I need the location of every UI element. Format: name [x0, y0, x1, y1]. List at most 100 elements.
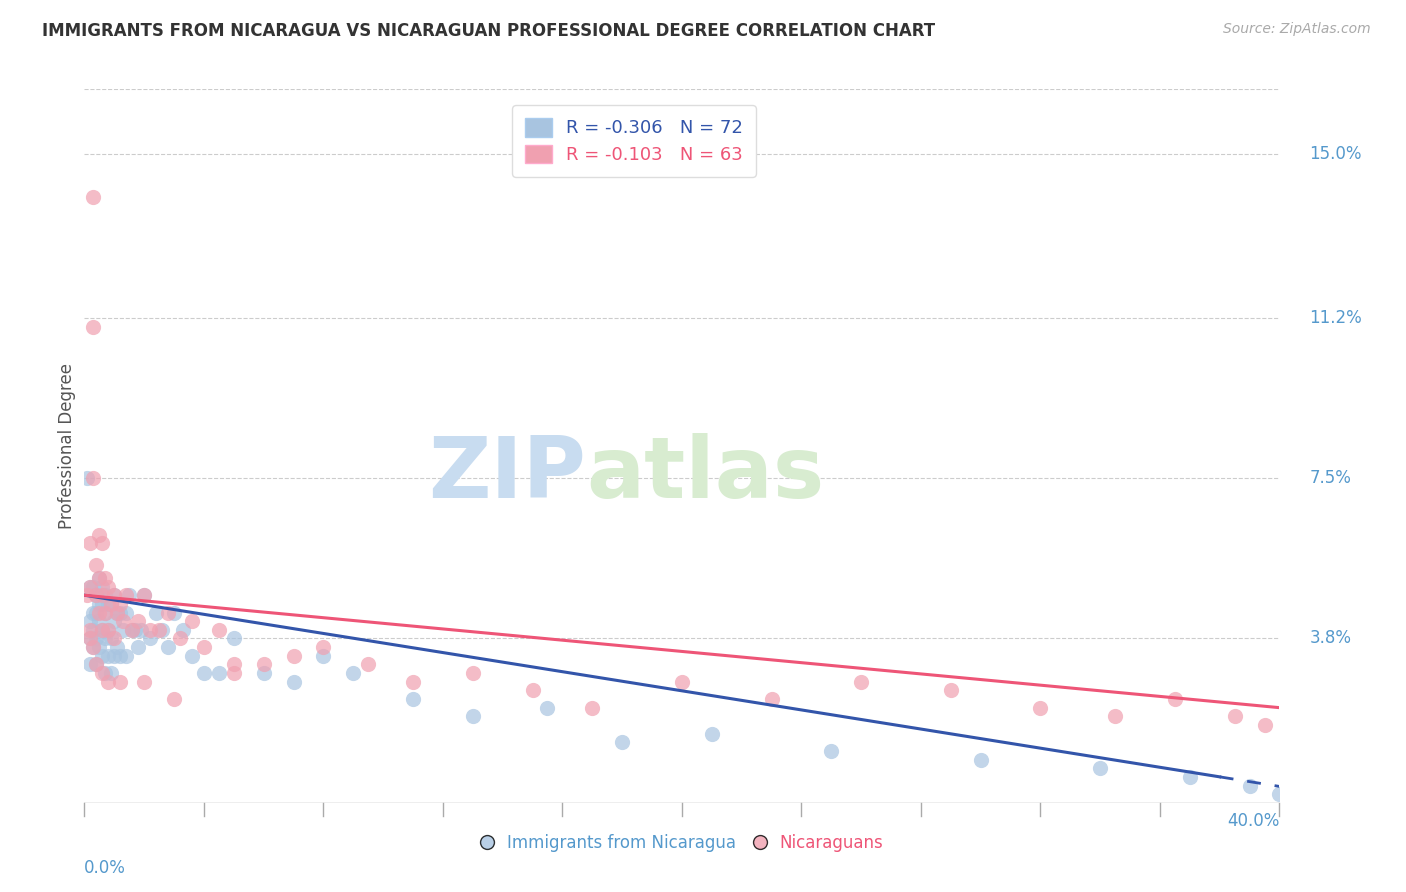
- Point: [89, 606, 111, 620]
- Point: [132, 674, 156, 689]
- Point: [820, 744, 842, 758]
- Y-axis label: Professional Degree: Professional Degree: [58, 363, 76, 529]
- Point: [283, 674, 305, 689]
- Point: [82, 640, 104, 654]
- Point: [97, 623, 120, 637]
- Point: [127, 640, 149, 654]
- Point: [172, 623, 194, 637]
- Point: [79, 580, 101, 594]
- Point: [1029, 700, 1052, 714]
- Point: [82, 320, 104, 334]
- Point: [110, 648, 132, 663]
- Point: [86, 558, 108, 572]
- Point: [939, 683, 962, 698]
- Point: [79, 614, 101, 628]
- Point: [89, 597, 111, 611]
- Point: [97, 674, 120, 689]
- Point: [402, 692, 425, 706]
- Point: [97, 597, 120, 611]
- Point: [89, 571, 111, 585]
- Point: [103, 648, 125, 663]
- Point: [103, 588, 125, 602]
- Point: [181, 614, 204, 628]
- Point: [110, 597, 132, 611]
- Point: [222, 632, 245, 646]
- Point: [79, 536, 101, 550]
- Point: [1223, 709, 1246, 723]
- Point: [94, 571, 117, 585]
- Point: [522, 683, 544, 698]
- Point: [581, 700, 603, 714]
- Point: [86, 657, 108, 672]
- Point: [91, 536, 114, 550]
- Point: [148, 623, 170, 637]
- Point: [157, 606, 180, 620]
- Text: 11.2%: 11.2%: [1309, 310, 1362, 327]
- Point: [94, 632, 117, 646]
- Point: [1253, 718, 1275, 732]
- Point: [169, 632, 191, 646]
- Point: [253, 666, 276, 681]
- Point: [163, 606, 186, 620]
- Point: [82, 640, 104, 654]
- Point: [851, 674, 873, 689]
- Point: [536, 700, 558, 714]
- Point: [612, 735, 634, 749]
- Point: [222, 657, 245, 672]
- Point: [79, 632, 101, 646]
- Point: [100, 666, 122, 681]
- Legend: Immigrants from Nicaragua, Nicaraguans: Immigrants from Nicaragua, Nicaraguans: [474, 828, 890, 859]
- Point: [121, 623, 143, 637]
- Text: 40.0%: 40.0%: [1227, 812, 1279, 830]
- Point: [86, 657, 108, 672]
- Text: 3.8%: 3.8%: [1309, 630, 1351, 648]
- Point: [91, 623, 114, 637]
- Point: [82, 580, 104, 594]
- Point: [112, 614, 135, 628]
- Point: [97, 623, 120, 637]
- Point: [700, 726, 723, 740]
- Point: [94, 606, 117, 620]
- Point: [103, 588, 125, 602]
- Point: [163, 692, 186, 706]
- Point: [79, 657, 101, 672]
- Point: [91, 623, 114, 637]
- Point: [124, 623, 146, 637]
- Point: [86, 588, 108, 602]
- Point: [100, 597, 122, 611]
- Point: [110, 674, 132, 689]
- Point: [357, 657, 380, 672]
- Point: [312, 648, 335, 663]
- Point: [89, 640, 111, 654]
- Point: [1104, 709, 1126, 723]
- Point: [82, 606, 104, 620]
- Point: [91, 666, 114, 681]
- Point: [1090, 761, 1112, 775]
- Point: [671, 674, 693, 689]
- Point: [115, 648, 138, 663]
- Point: [121, 623, 143, 637]
- Point: [1239, 779, 1261, 793]
- Point: [105, 640, 128, 654]
- Point: [129, 623, 152, 637]
- Point: [1164, 692, 1187, 706]
- Point: [112, 623, 135, 637]
- Point: [91, 597, 114, 611]
- Point: [208, 623, 231, 637]
- Point: [105, 606, 128, 620]
- Point: [208, 666, 231, 681]
- Point: [103, 632, 125, 646]
- Point: [91, 588, 114, 602]
- Point: [97, 580, 120, 594]
- Point: [100, 597, 122, 611]
- Point: [94, 666, 117, 681]
- Point: [139, 623, 162, 637]
- Point: [132, 588, 156, 602]
- Point: [82, 623, 104, 637]
- Text: 0.0%: 0.0%: [84, 859, 127, 877]
- Point: [312, 640, 335, 654]
- Point: [82, 190, 104, 204]
- Point: [193, 666, 215, 681]
- Point: [283, 648, 305, 663]
- Point: [145, 606, 167, 620]
